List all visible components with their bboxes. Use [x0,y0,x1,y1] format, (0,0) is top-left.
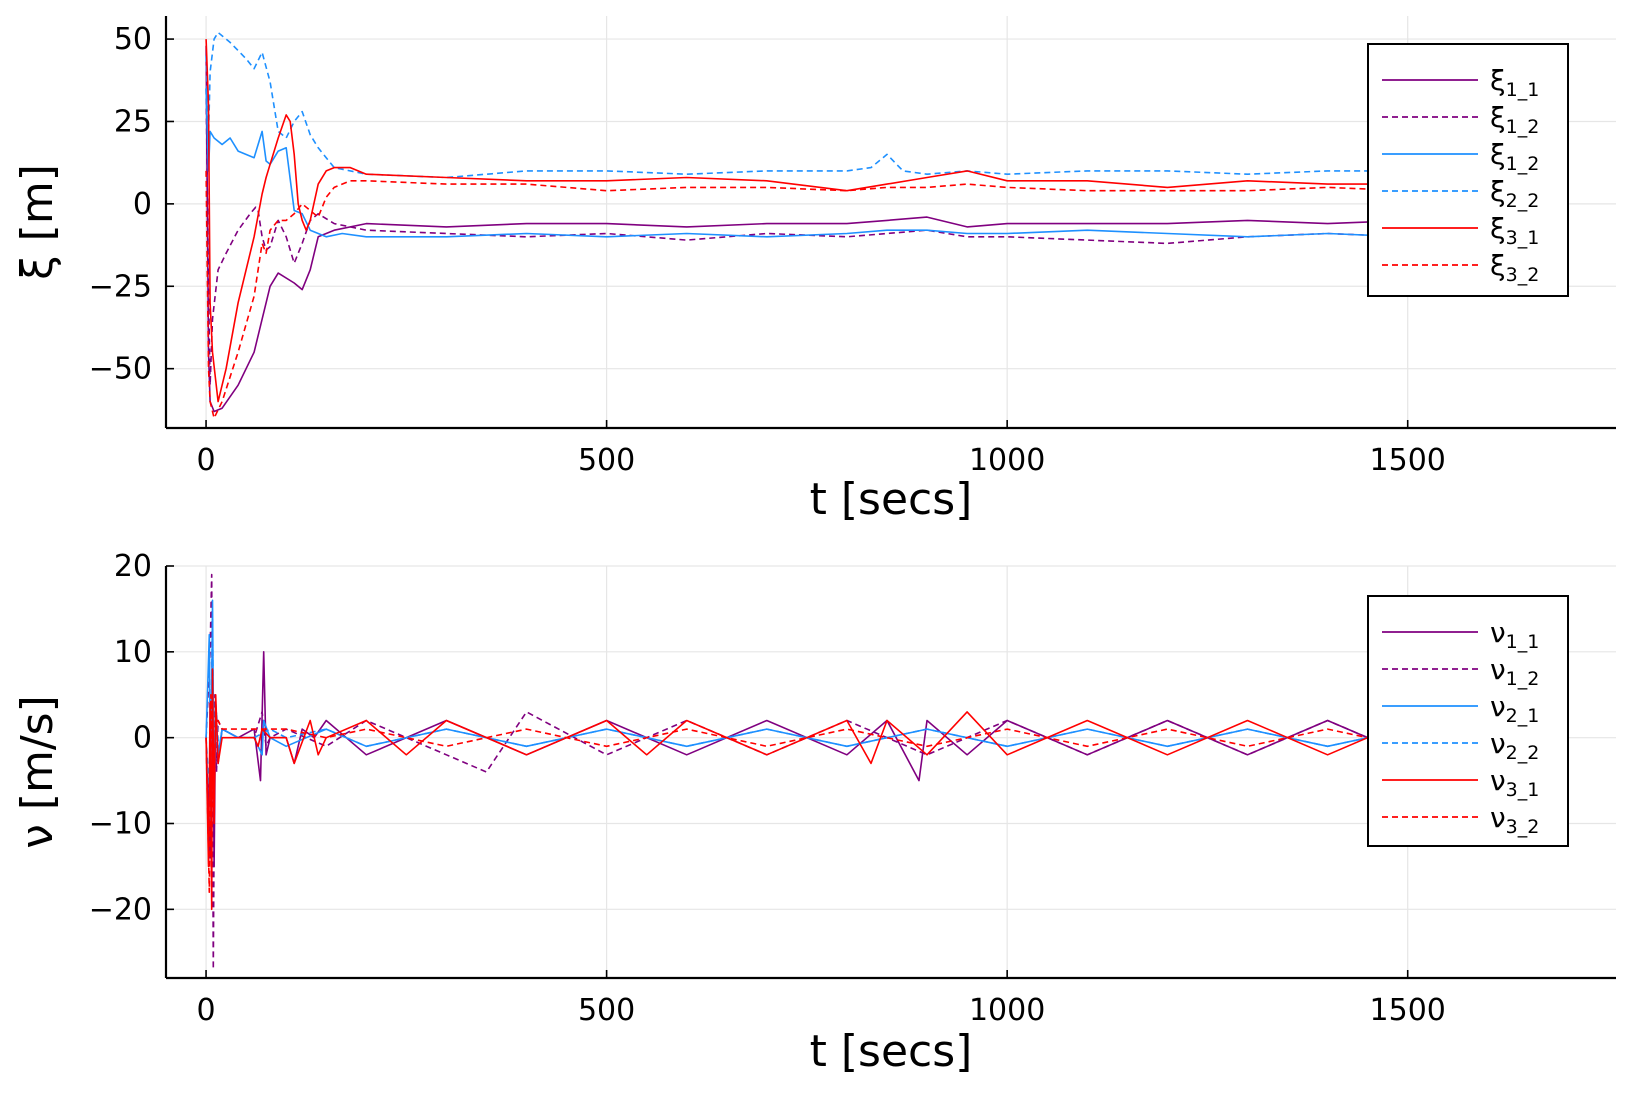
y-tick-label: 20 [114,549,152,584]
series-line-2-2 [205,31,1568,179]
x-tick-label: 1000 [969,993,1045,1028]
series-line-3-2 [205,693,1568,894]
x-tick-label: 1500 [1370,993,1446,1028]
legend-entry-subscript: 3_2 [1506,264,1540,286]
y-tick-label: 10 [114,635,152,670]
y-axis-label: ν [m/s] [12,695,63,849]
legend-entry-subscript: 1_1 [1506,79,1540,101]
series-group [205,573,1569,971]
series-line-1-2 [205,88,1568,387]
series-line-2-2 [205,616,1568,808]
series-line-1-1 [205,45,1568,413]
legend-entry-subscript: 1_2 [1506,153,1540,175]
legend-entry-subscript: 2_1 [1506,705,1540,727]
x-axis-label: t [secs] [810,1026,973,1077]
legend-entry-subscript: 3_1 [1506,227,1540,249]
x-tick-label: 0 [197,993,216,1028]
series-line-3-1 [205,39,1568,403]
legend: ν1_1ν1_2ν2_1ν2_2ν3_1ν3_2 [1367,595,1569,847]
series-line-1-2 [205,88,1568,241]
x-tick-label: 500 [578,993,635,1028]
y-tick-label: −50 [89,352,152,387]
x-tick-label: 1000 [969,443,1045,478]
legend: ξ1_1ξ1_2ξ1_2ξ2_2ξ3_1ξ3_2 [1367,43,1569,297]
legend-entry-subscript: 2_2 [1506,742,1540,764]
series-line-2-1 [205,599,1569,825]
legend-box [1367,43,1569,297]
legend-entry-subscript: 2_2 [1506,190,1540,212]
legend-box [1367,595,1569,847]
x-tick-label: 500 [578,443,635,478]
legend-entry-subscript: 3_1 [1506,779,1540,801]
chart-panel-1: 0 500 1000 1500 −50 −25 0 25 50 t [secs] ξ [m] ξ1_1… [12,16,1616,525]
legend-entry-subscript: 1_2 [1506,116,1540,138]
series-line-3-2 [205,170,1568,419]
y-tick-label: 0 [133,187,152,222]
series-line-3-1 [205,668,1569,911]
x-axis-label: t [secs] [810,474,973,525]
y-tick-label: 50 [114,22,152,57]
series-line-1-2 [205,573,1568,971]
y-tick-label: 0 [133,721,152,756]
series-group [205,31,1568,419]
y-tick-label: −25 [89,269,152,304]
y-axis-label: ξ [m] [12,164,63,280]
chart-panel-2: 0 500 1000 1500 −20 −10 0 10 20 t [secs] ν [m/s] ν1… [12,549,1616,1077]
x-tick-label: 0 [197,443,216,478]
y-tick-label: 25 [114,104,152,139]
x-tick-label: 1500 [1370,443,1446,478]
legend-entry-subscript: 1_2 [1506,668,1540,690]
legend-entry-subscript: 3_2 [1506,816,1540,838]
y-tick-label: −20 [89,892,152,927]
legend-entry-subscript: 1_1 [1506,631,1540,653]
y-tick-label: −10 [89,807,152,842]
